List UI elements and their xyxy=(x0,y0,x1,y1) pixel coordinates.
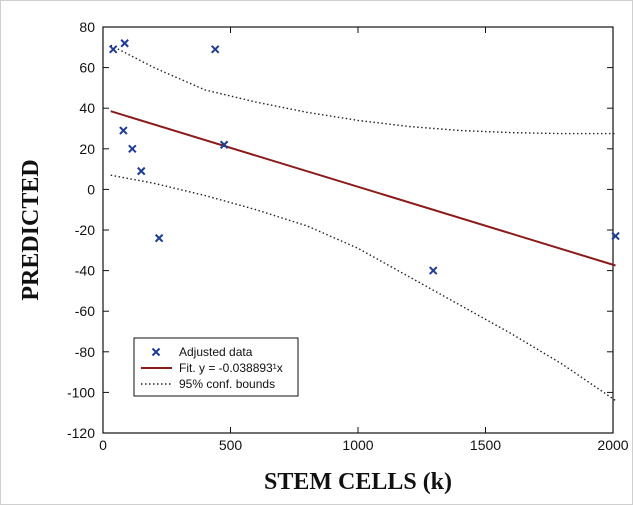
upper-confidence-bound xyxy=(110,44,616,135)
x-tick-label: 500 xyxy=(219,437,243,453)
y-tick-label: -100 xyxy=(67,384,95,400)
y-axis-title: PREDICTED xyxy=(18,159,44,300)
x-tick-label: 0 xyxy=(99,437,107,453)
legend-item: 95% conf. bounds xyxy=(141,377,275,391)
legend-item: Fit. y = -0.038893¹x xyxy=(141,361,283,375)
legend-label: Adjusted data xyxy=(179,345,253,359)
data-point xyxy=(611,231,620,241)
legend: Adjusted data Fit. y = -0.038893¹x 95% con… xyxy=(133,337,299,397)
data-point xyxy=(128,144,137,154)
data-point xyxy=(108,45,118,54)
data-point xyxy=(429,266,438,275)
fit-line xyxy=(110,110,616,267)
y-tick-label: -20 xyxy=(75,222,95,238)
y-tick-label: -120 xyxy=(67,425,95,441)
y-tick-label: 40 xyxy=(79,100,95,116)
data-point xyxy=(137,166,146,176)
y-tick-label: -80 xyxy=(75,344,95,360)
y-tick-label: 80 xyxy=(79,19,95,35)
y-tick-label: -60 xyxy=(75,303,95,319)
data-point xyxy=(154,233,164,243)
y-tick-label: -40 xyxy=(75,263,95,279)
data-point xyxy=(119,126,128,135)
y-tick-label: 20 xyxy=(79,141,95,157)
legend-item: Adjusted data xyxy=(151,345,253,359)
data-point xyxy=(210,45,220,54)
data-point xyxy=(219,140,229,149)
x-axis-title: STEM CELLS (k) xyxy=(264,469,452,495)
y-tick-label: 60 xyxy=(79,60,95,76)
legend-label: Fit. y = -0.038893¹x xyxy=(179,361,283,375)
y-tick-label: 0 xyxy=(87,181,95,197)
x-tick-label: 1000 xyxy=(342,437,373,453)
data-point xyxy=(120,39,129,48)
legend-label: 95% conf. bounds xyxy=(179,377,275,391)
x-tick-label: 2000 xyxy=(597,437,628,453)
x-tick-label: 1500 xyxy=(470,437,501,453)
